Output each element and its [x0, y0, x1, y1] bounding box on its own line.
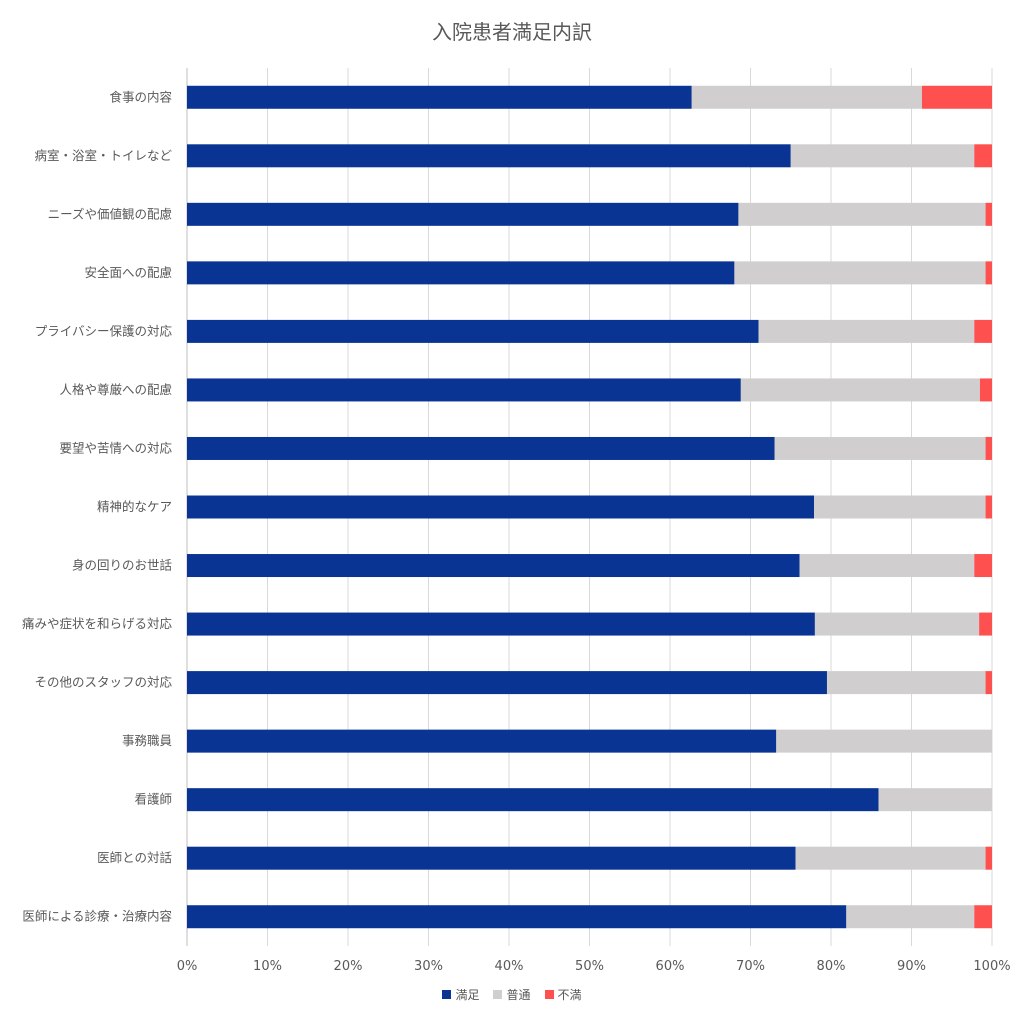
x-tick-label: 100%: [973, 959, 1010, 974]
legend-item: 不満: [544, 986, 582, 1003]
bar-segment-満足: [187, 612, 815, 636]
bar-segment-普通: [740, 378, 980, 402]
bar-segment-不満: [985, 495, 992, 519]
bar-segment-不満: [979, 612, 992, 636]
bar-segment-普通: [738, 202, 986, 226]
legend: 満足 普通 不満: [0, 986, 1024, 1003]
category-label: 人格や尊厳への配慮: [59, 382, 172, 397]
x-tick-label: 0%: [177, 959, 198, 974]
category-label: 要望や苦情への対応: [59, 440, 172, 455]
category-labels: 食事の内容病室・浴室・トイレなどニーズや価値観の配慮安全面への配慮プライバシー保…: [22, 89, 173, 923]
bar-segment-普通: [774, 436, 986, 460]
bar-segment-不満: [979, 378, 992, 402]
bar-segment-満足: [187, 436, 775, 460]
bar-segment-不満: [985, 671, 992, 695]
category-label: 精神的なケア: [97, 499, 172, 514]
category-label: 看護師: [134, 792, 172, 807]
x-tick-labels: 0% 10% 20% 30% 40% 50% 60% 70% 80% 90% 100%: [177, 959, 1011, 974]
bar-segment-普通: [878, 788, 992, 812]
x-tick-label: 30%: [414, 959, 443, 974]
bar-segment-普通: [691, 85, 922, 109]
bar-segment-満足: [187, 729, 777, 753]
bar-segment-満足: [187, 261, 735, 285]
legend-label: 満足: [455, 988, 480, 1002]
bar-segment-普通: [734, 261, 986, 285]
category-label: ニーズや価値観の配慮: [48, 206, 172, 221]
bar-segment-満足: [187, 378, 741, 402]
x-tick-label: 50%: [575, 959, 604, 974]
x-tick-label: 40%: [495, 959, 524, 974]
x-tick-label: 90%: [897, 959, 926, 974]
bar-segment-満足: [187, 495, 815, 519]
bar-segment-不満: [985, 846, 992, 870]
legend-item: 普通: [493, 986, 531, 1003]
bar-segment-満足: [187, 85, 692, 109]
bar-segment-不満: [974, 144, 992, 168]
bar-segment-不満: [974, 554, 992, 578]
bar-segment-普通: [826, 671, 986, 695]
category-label: 安全面への配慮: [84, 265, 172, 280]
legend-swatch: [493, 990, 503, 999]
category-label: 痛みや症状を和らげる対応: [22, 616, 173, 631]
bar-segment-不満: [974, 319, 992, 343]
bar-segment-普通: [790, 144, 975, 168]
chart-title: 入院患者満足内訳: [432, 20, 592, 44]
bar-segment-不満: [974, 905, 992, 929]
legend-label: 不満: [557, 988, 582, 1002]
bar-segment-満足: [187, 788, 879, 812]
x-tick-label: 70%: [736, 959, 765, 974]
bar-segment-普通: [814, 612, 980, 636]
bar-segment-満足: [187, 905, 847, 929]
x-tick-label: 60%: [656, 959, 685, 974]
category-label: プライバシー保護の対応: [35, 323, 173, 338]
bar-segment-普通: [814, 495, 986, 519]
bar-segment-普通: [795, 846, 986, 870]
x-tick-label: 20%: [334, 959, 363, 974]
bar-segment-不満: [985, 202, 992, 226]
bar-segment-不満: [985, 261, 992, 285]
bar-segment-満足: [187, 671, 827, 695]
x-tick-label: 10%: [253, 959, 282, 974]
category-label: 事務職員: [122, 733, 173, 748]
bar-segment-満足: [187, 319, 759, 343]
category-label: 食事の内容: [109, 89, 172, 104]
x-tick-label: 80%: [817, 959, 846, 974]
bar-segment-満足: [187, 846, 796, 870]
bar-segment-普通: [758, 319, 975, 343]
bar-segment-普通: [846, 905, 975, 929]
category-label: 病室・浴室・トイレなど: [34, 148, 172, 163]
bars: [187, 85, 992, 929]
category-label: 医師による診療・治療内容: [22, 909, 172, 924]
bar-segment-満足: [187, 554, 800, 578]
bar-segment-満足: [187, 144, 791, 168]
bar-segment-不満: [985, 436, 992, 460]
legend-swatch: [544, 990, 554, 999]
legend-swatch: [442, 990, 452, 999]
bar-segment-満足: [187, 202, 739, 226]
category-label: 身の回りのお世話: [72, 558, 172, 573]
category-label: その他のスタッフの対応: [34, 675, 172, 690]
legend-label: 普通: [506, 988, 531, 1002]
bar-segment-不満: [921, 85, 992, 109]
legend-item: 満足: [442, 986, 479, 1003]
bar-segment-普通: [776, 729, 992, 753]
bar-segment-普通: [799, 554, 975, 578]
category-label: 医師との対話: [97, 850, 172, 865]
